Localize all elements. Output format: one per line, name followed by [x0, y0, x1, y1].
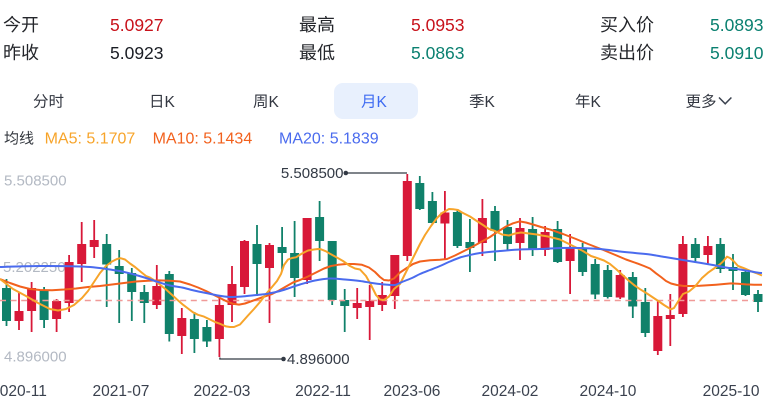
svg-text:5.202250: 5.202250: [3, 259, 66, 276]
svg-text:K: K: [269, 94, 280, 111]
svg-text:K: K: [377, 94, 388, 111]
svg-text:2020-11: 2020-11: [0, 383, 47, 400]
svg-text:MA10: 5.1434: MA10: 5.1434: [153, 131, 253, 148]
svg-text:5.508500: 5.508500: [4, 173, 67, 190]
svg-text:5.0863: 5.0863: [411, 43, 465, 63]
svg-text:2022-11: 2022-11: [295, 383, 351, 400]
svg-text:2022-03: 2022-03: [194, 383, 251, 400]
svg-text:2025-10: 2025-10: [703, 383, 760, 400]
svg-text:2021-07: 2021-07: [93, 383, 150, 400]
svg-text:5.0893: 5.0893: [710, 15, 764, 35]
svg-text:5.0927: 5.0927: [110, 15, 164, 35]
svg-text:K: K: [485, 94, 496, 111]
svg-text:5.508500: 5.508500: [281, 165, 344, 182]
svg-text:4.896000: 4.896000: [287, 351, 350, 368]
svg-text:5.0910: 5.0910: [710, 43, 764, 63]
svg-text:4.896000: 4.896000: [4, 349, 67, 366]
svg-text:5.0953: 5.0953: [411, 15, 465, 35]
svg-text:2024-10: 2024-10: [580, 383, 637, 400]
svg-text:2024-02: 2024-02: [482, 383, 539, 400]
svg-text:K: K: [591, 94, 602, 111]
svg-text:K: K: [165, 94, 176, 111]
svg-text:MA20: 5.1839: MA20: 5.1839: [279, 131, 379, 148]
svg-text:2023-06: 2023-06: [384, 383, 441, 400]
svg-text:MA5: 5.1707: MA5: 5.1707: [45, 131, 136, 148]
svg-text:5.0923: 5.0923: [110, 43, 164, 63]
